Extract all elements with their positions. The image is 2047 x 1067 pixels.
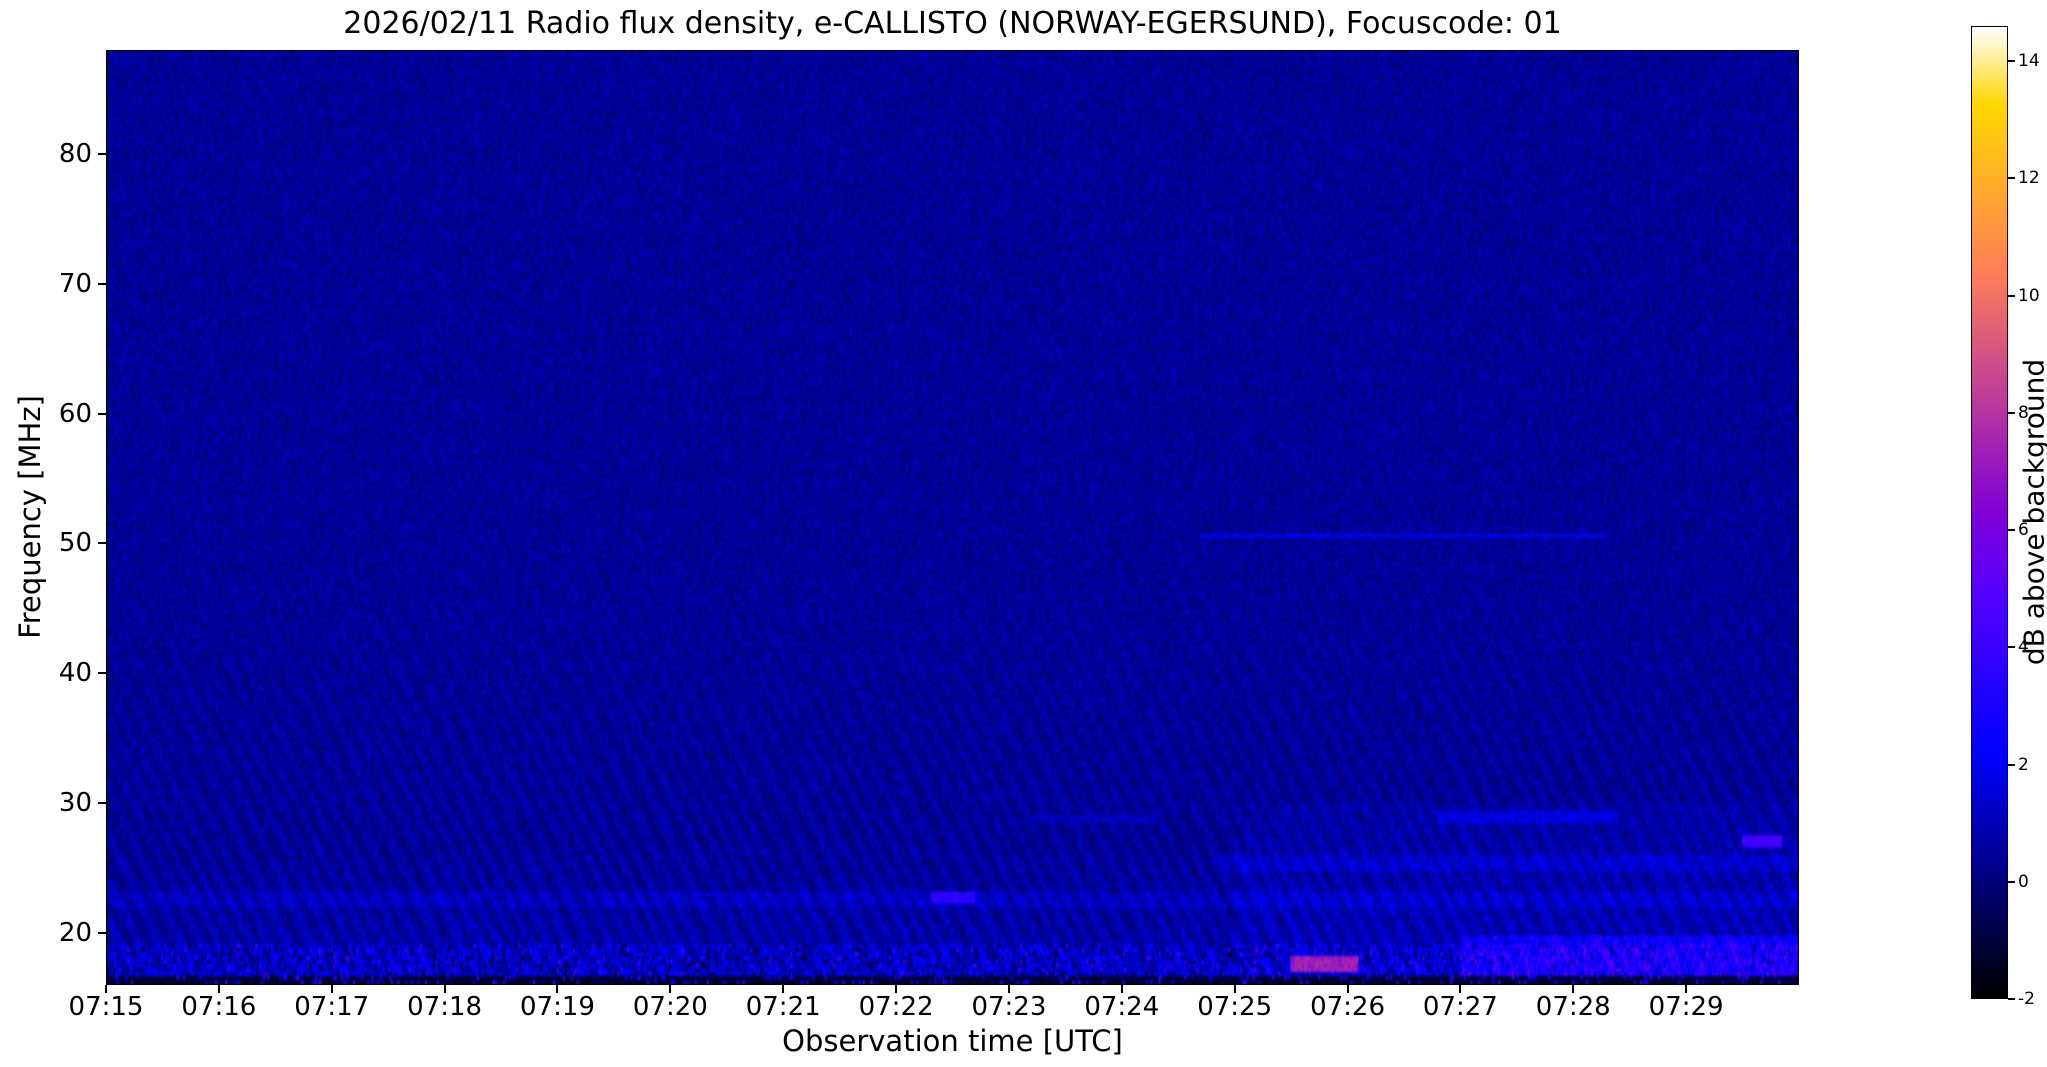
colorbar-tick-mark [2008,646,2015,649]
x-tick-label: 07:18 [407,992,483,1022]
x-tick-label: 07:26 [1310,992,1385,1022]
y-tick-mark [98,282,106,285]
chart-title: 2026/02/11 Radio flux density, e-CALLIST… [343,6,1562,41]
plot-area [106,50,1799,985]
x-tick-mark [895,985,898,993]
colorbar-tick-mark [2008,529,2015,532]
x-tick-mark [1233,985,1236,993]
x-tick-mark [669,985,672,993]
x-tick-label: 07:22 [858,992,934,1022]
y-tick-label: 20 [58,918,92,949]
colorbar-tick-label: 6 [2018,520,2029,541]
y-tick-mark [98,412,106,415]
y-tick-mark [98,672,106,675]
x-tick-label: 07:15 [68,992,144,1022]
x-tick-mark [330,985,333,993]
colorbar-tick-label: 2 [2018,754,2029,775]
x-tick-mark [1685,985,1688,993]
x-tick-label: 07:27 [1422,992,1498,1022]
x-tick-label: 07:29 [1648,992,1724,1022]
y-tick-mark [98,932,106,935]
colorbar-tick-mark [2008,763,2015,766]
x-tick-mark [1572,985,1575,993]
y-tick-mark [98,802,106,805]
colorbar-tick-mark [2008,880,2015,883]
y-tick-mark [98,152,106,155]
x-tick-mark [556,985,559,993]
colorbar [1971,26,2008,999]
x-tick-label: 07:21 [745,992,821,1022]
x-tick-mark [105,985,107,993]
colorbar-tick-mark [2008,294,2015,297]
y-tick-label: 80 [58,138,92,169]
y-tick-label: 70 [58,268,92,299]
x-tick-mark [1459,985,1462,993]
y-tick-label: 50 [58,528,92,559]
x-tick-mark [1120,985,1123,993]
y-tick-label: 40 [58,658,92,689]
x-tick-mark [443,985,446,993]
x-tick-label: 07:23 [971,992,1047,1022]
colorbar-tick-mark [2008,411,2015,414]
colorbar-tick-label: 8 [2018,402,2029,423]
colorbar-tick-label: 10 [2018,285,2040,306]
colorbar-tick-label: 0 [2018,871,2029,892]
x-tick-label: 07:19 [519,992,595,1022]
x-tick-label: 07:28 [1535,992,1611,1022]
x-axis-label: Observation time [UTC] [782,1024,1123,1058]
x-tick-mark [782,985,785,993]
x-tick-label: 07:25 [1197,992,1273,1022]
colorbar-tick-label: -2 [2018,989,2035,1009]
colorbar-tick-label: 14 [2018,51,2040,72]
colorbar-tick-mark [2008,177,2015,180]
colorbar-tick-mark [2008,60,2015,63]
colorbar-tick-label: 12 [2018,168,2040,189]
colorbar-tick-label: 4 [2018,637,2029,658]
spectrogram-image [107,51,1798,984]
y-tick-mark [98,542,106,545]
x-tick-mark [1007,985,1010,993]
x-tick-label: 07:24 [1084,992,1160,1022]
x-tick-label: 07:16 [181,992,257,1022]
y-axis-label: Frequency [MHz] [13,395,47,639]
colorbar-tick-mark [2008,998,2015,1000]
x-tick-mark [1346,985,1349,993]
colorbar-gradient [1972,27,2007,998]
x-tick-label: 07:17 [294,992,370,1022]
colorbar-label: dB above background [2017,358,2047,666]
y-tick-label: 60 [58,398,92,429]
x-tick-mark [217,985,220,993]
x-tick-label: 07:20 [632,992,708,1022]
y-tick-label: 30 [58,788,92,819]
